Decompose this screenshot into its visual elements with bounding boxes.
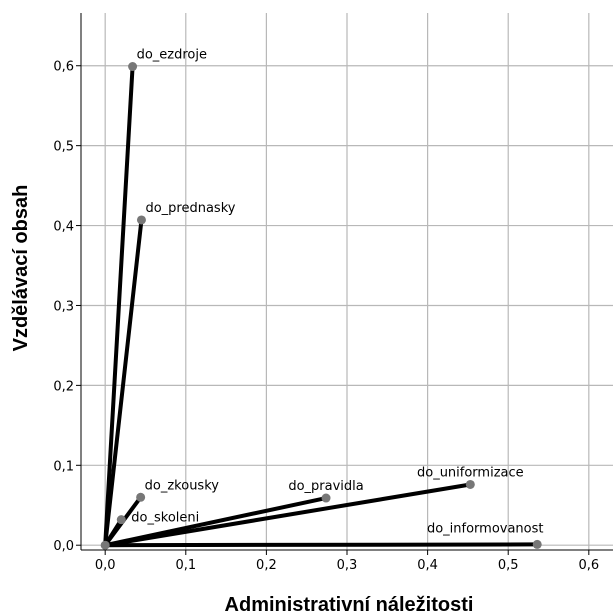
label-do_zkousky: do_zkousky bbox=[145, 478, 220, 493]
y-tick-label: 0,2 bbox=[53, 379, 74, 394]
x-tick-label: 0,0 bbox=[95, 558, 116, 573]
label-do_prednasky: do_prednasky bbox=[145, 201, 235, 216]
y-tick-label: 0,1 bbox=[53, 459, 74, 474]
label-do_informovanost: do_informovanost bbox=[427, 521, 544, 536]
point-do_prednasky bbox=[136, 215, 146, 225]
x-tick-label: 0,5 bbox=[498, 558, 519, 573]
axes bbox=[76, 13, 613, 555]
vector-do_prednasky bbox=[103, 217, 144, 548]
y-tick-label: 0,4 bbox=[53, 220, 74, 235]
tick-labels: 0,0 0,1 0,2 0,3 0,4 0,5 0,6 0,0 0,1 0,2 0,3 0,4 0,5 0… bbox=[53, 60, 599, 573]
y-tick-label: 0,5 bbox=[53, 140, 74, 155]
label-do_ezdroje: do_ezdroje bbox=[137, 48, 207, 63]
origin-point bbox=[100, 540, 110, 550]
loading-points bbox=[100, 62, 542, 550]
x-tick-label: 0,2 bbox=[256, 558, 277, 573]
label-do_pravidla: do_pravidla bbox=[288, 479, 363, 494]
x-tick-label: 0,1 bbox=[175, 558, 196, 573]
y-tick-label: 0,6 bbox=[53, 60, 74, 75]
point-do_ezdroje bbox=[128, 62, 138, 72]
label-do_uniformizace: do_uniformizace bbox=[417, 465, 524, 480]
loading-vectors bbox=[103, 64, 540, 548]
point-do_zkousky bbox=[136, 492, 146, 502]
point-do_uniformizace bbox=[465, 479, 475, 489]
point-do_skoleni bbox=[116, 515, 126, 525]
label-do_skoleni: do_skoleni bbox=[131, 511, 199, 526]
vector-do_skoleni bbox=[103, 517, 124, 548]
vector-do_informovanost bbox=[103, 542, 540, 548]
x-axis-title: Administrativní náležitosti bbox=[225, 594, 474, 615]
x-tick-label: 0,3 bbox=[337, 558, 358, 573]
y-tick-label: 0,3 bbox=[53, 299, 74, 314]
vector-do_uniformizace bbox=[103, 482, 473, 548]
x-tick-label: 0,4 bbox=[417, 558, 438, 573]
grid bbox=[81, 13, 613, 550]
y-tick-label: 0,0 bbox=[53, 539, 74, 554]
x-tick-label: 0,6 bbox=[578, 558, 599, 573]
vector-do_ezdroje bbox=[103, 64, 135, 548]
point-do_informovanost bbox=[532, 539, 542, 549]
point-do_pravidla bbox=[321, 493, 331, 503]
y-axis-title: Vzdělávací obsah bbox=[10, 185, 32, 352]
point-labels: do_ezdroje do_prednasky do_zkousky do_skole… bbox=[131, 48, 543, 537]
